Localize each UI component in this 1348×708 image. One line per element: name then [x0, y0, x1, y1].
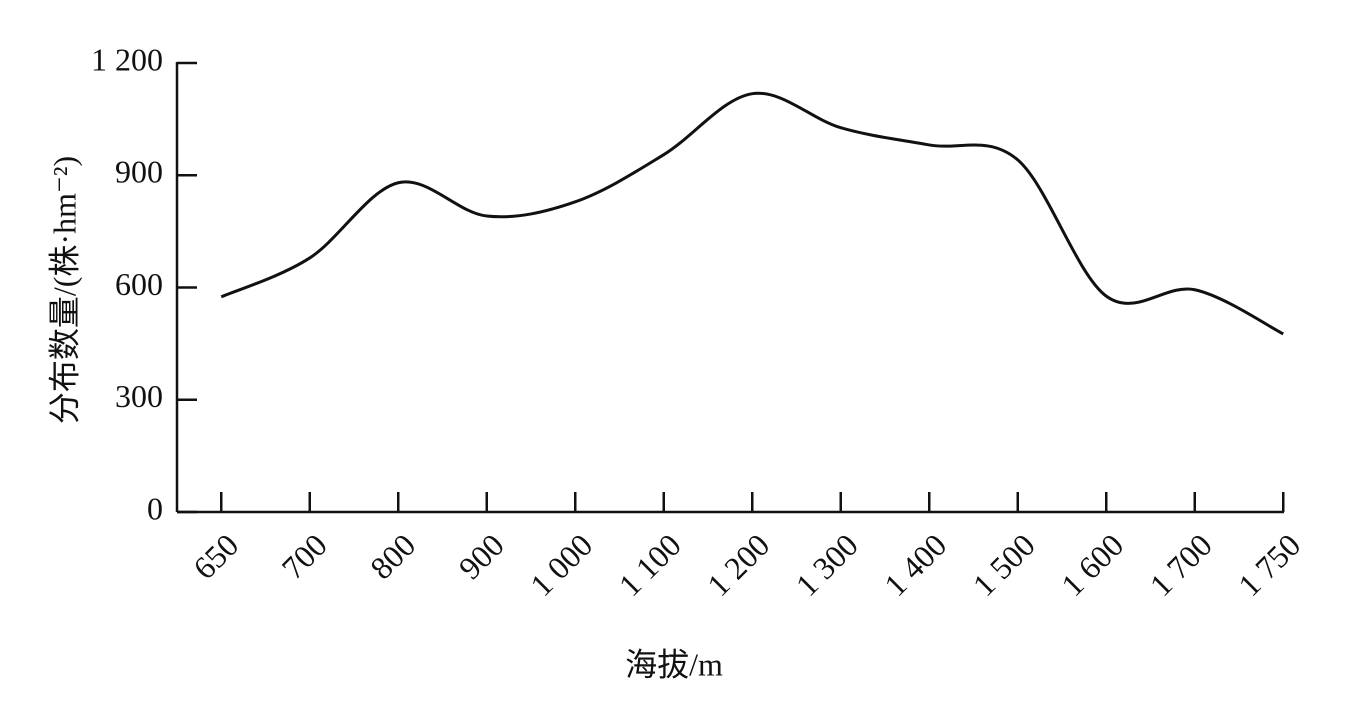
- line: [220, 91, 1284, 336]
- x-tick-label: 650: [186, 527, 245, 586]
- y-axis-title: 分布数量/(株·hm⁻²): [46, 156, 82, 424]
- x-tick-label: 800: [363, 527, 422, 586]
- x-tick-label: 900: [451, 527, 510, 586]
- y-tick-label: 1 200: [91, 41, 163, 77]
- x-tick-label: 1 100: [612, 527, 688, 603]
- x-tick-label: 1 600: [1054, 527, 1130, 603]
- x-tick-label: 1 000: [523, 527, 599, 603]
- x-tick-label: 700: [274, 527, 333, 586]
- x-tick-label: 1 400: [877, 527, 953, 603]
- x-axis-title: 海拔/m: [625, 646, 723, 682]
- y-tick-label: 900: [115, 154, 163, 190]
- x-tick-label: 1 700: [1143, 527, 1219, 603]
- x-tick-label: 1 300: [789, 527, 865, 603]
- x-tick-label: 1 500: [966, 527, 1042, 603]
- x-tick-label: 1 750: [1231, 527, 1307, 603]
- y-tick-label: 300: [115, 378, 163, 414]
- y-tick-label: 0: [147, 490, 163, 526]
- y-tick-label: 600: [115, 266, 163, 302]
- x-tick-label: 1 200: [700, 527, 776, 603]
